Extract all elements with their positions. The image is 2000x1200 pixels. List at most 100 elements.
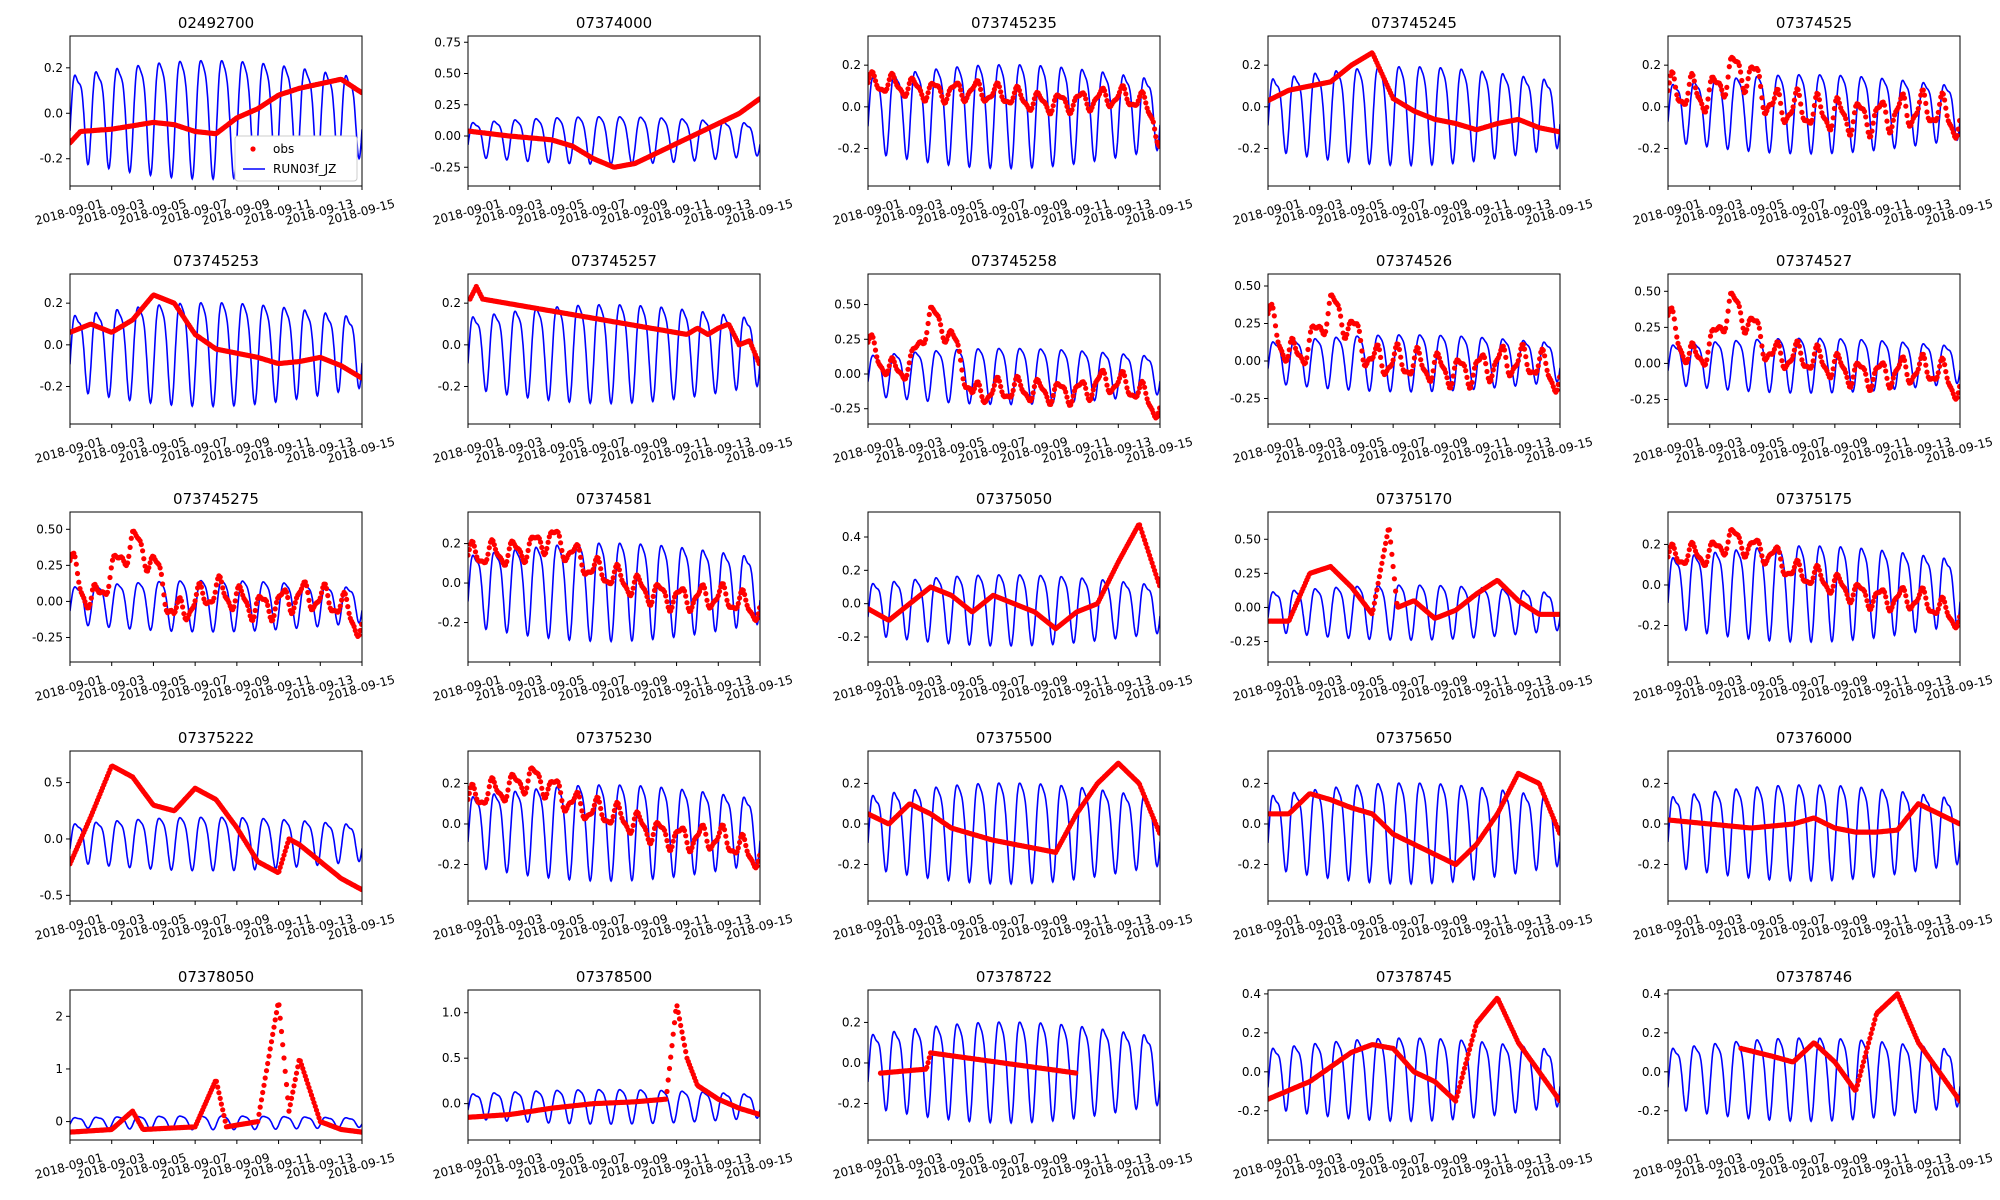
obs-point: [1272, 323, 1279, 329]
obs-point: [1915, 106, 1921, 112]
obs-point: [1101, 370, 1108, 376]
y-tick-label: -0.2: [1238, 858, 1261, 872]
y-tick-label: -0.2: [438, 380, 461, 394]
obs-point: [1142, 94, 1148, 100]
y-tick-label: 0.00: [434, 129, 461, 143]
panel-title: 07375170: [1376, 490, 1452, 508]
obs-point: [998, 89, 1004, 95]
obs-point: [990, 90, 996, 96]
obs-point: [1863, 114, 1869, 120]
obs-point: [1849, 380, 1855, 387]
obs-point: [337, 603, 343, 609]
obs-point: [1883, 594, 1889, 600]
obs-point: [325, 593, 331, 599]
obs-point: [598, 805, 604, 812]
obs-point: [990, 387, 996, 393]
obs-point: [891, 359, 897, 365]
obs-point: [1083, 385, 1089, 391]
obs-point: [280, 856, 286, 862]
obs-point: [1388, 539, 1394, 545]
y-tick-label: 0.0: [44, 106, 63, 120]
obs-point: [1338, 313, 1344, 319]
obs-point: [1726, 532, 1732, 538]
obs-point: [650, 593, 656, 600]
obs-point: [1535, 363, 1541, 369]
obs-point: [468, 552, 471, 558]
obs-point: [1836, 355, 1842, 361]
obs-point: [326, 600, 332, 606]
obs-point: [1770, 100, 1776, 106]
obs-point: [1736, 62, 1742, 69]
obs-point: [278, 860, 285, 866]
obs-point: [1789, 108, 1795, 115]
obs-point: [629, 590, 635, 597]
obs-point: [1869, 128, 1875, 134]
obs-point: [505, 787, 511, 793]
obs-point: [73, 561, 79, 567]
obs-point: [1360, 357, 1366, 363]
obs-point: [1901, 95, 1908, 101]
obs-point: [1674, 92, 1680, 98]
obs-point: [1884, 375, 1890, 381]
obs-point: [1483, 361, 1489, 367]
obs-point: [576, 794, 583, 800]
obs-point: [1104, 382, 1110, 388]
obs-point: [1810, 575, 1816, 581]
obs-point: [1081, 92, 1088, 98]
model-series-line: [468, 303, 760, 406]
obs-point: [649, 837, 655, 843]
obs-point: [545, 786, 551, 792]
obs-point: [1903, 364, 1909, 370]
obs-point: [544, 791, 550, 797]
obs-point: [1955, 126, 1960, 132]
obs-point: [1843, 370, 1849, 376]
obs-point: [1691, 344, 1697, 350]
y-tick-label: 0.25: [1234, 317, 1261, 331]
obs-point: [1816, 348, 1822, 354]
obs-point: [1937, 101, 1943, 107]
obs-point: [1390, 357, 1396, 363]
obs-point: [703, 591, 709, 597]
obs-point: [1904, 112, 1910, 119]
obs-point: [1049, 398, 1055, 404]
obs-point: [1101, 88, 1108, 94]
obs-point: [1943, 604, 1949, 611]
y-tick-label: -0.25: [1230, 392, 1261, 406]
y-tick-label: 0.50: [834, 298, 861, 312]
obs-point: [1684, 97, 1690, 104]
panel-07374527: 07374527-0.250.000.250.502018-09-012018-…: [1630, 252, 1995, 466]
obs-point: [1738, 69, 1744, 75]
obs-point: [907, 353, 914, 359]
axes-frame: [1267, 35, 1561, 187]
obs-point: [1445, 380, 1451, 387]
obs-point: [1798, 350, 1804, 356]
obs-point: [1018, 382, 1024, 388]
y-tick-label: 0.0: [44, 832, 63, 846]
obs-point: [1726, 64, 1732, 70]
obs-point: [357, 627, 362, 634]
obs-point: [1140, 90, 1146, 96]
panel-title: 073745253: [173, 252, 259, 270]
obs-point: [491, 542, 497, 548]
y-tick-label: 0.2: [442, 296, 461, 310]
obs-point: [1702, 361, 1709, 367]
obs-point: [486, 784, 492, 790]
panel-title: 07374581: [576, 490, 652, 508]
model-series-line: [868, 574, 1160, 648]
obs-point: [1671, 316, 1677, 322]
model-series-line: [468, 542, 760, 644]
panel-07374526: 07374526-0.250.000.250.502018-09-012018-…: [1230, 252, 1595, 466]
obs-point: [1843, 116, 1849, 122]
plot-area: [468, 528, 760, 644]
obs-point: [870, 334, 876, 340]
obs-point: [757, 852, 760, 858]
obs-point: [960, 376, 966, 382]
obs-point: [905, 366, 911, 372]
obs-point: [1292, 345, 1299, 351]
obs-point: [524, 785, 530, 791]
obs-point: [1758, 546, 1764, 552]
obs-point: [1924, 601, 1930, 607]
obs-point: [1271, 313, 1277, 319]
panel-07375500: 07375500-0.20.00.22018-09-012018-09-0320…: [831, 729, 1194, 943]
y-tick-label: 0.2: [442, 537, 461, 551]
